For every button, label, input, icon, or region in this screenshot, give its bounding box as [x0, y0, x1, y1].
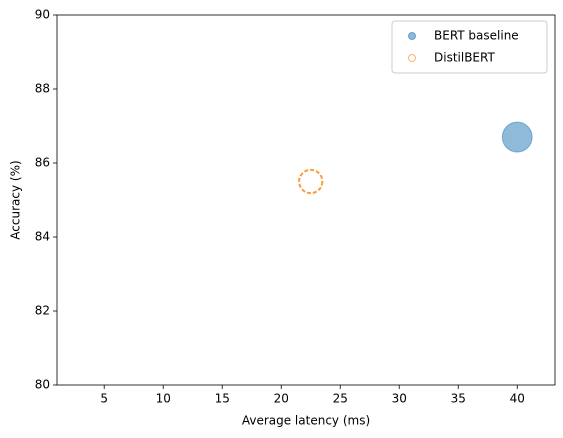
- y-tick-label: 84: [35, 230, 50, 244]
- x-tick-label: 40: [510, 392, 525, 406]
- legend-marker: [408, 54, 416, 62]
- x-tick-label: 10: [156, 392, 171, 406]
- bubble: [298, 168, 324, 195]
- x-tick-label: 15: [215, 392, 230, 406]
- y-tick-label: 88: [35, 82, 50, 96]
- legend-label: DistilBERT: [434, 51, 495, 65]
- legend-label: BERT baseline: [434, 29, 519, 43]
- legend-box: [391, 20, 548, 74]
- x-tick-label: 20: [274, 392, 289, 406]
- y-axis-label: Accuracy (%): [9, 160, 23, 239]
- x-tick-label: 30: [392, 392, 407, 406]
- y-tick-label: 80: [35, 378, 50, 392]
- plot-frame: [56, 14, 556, 386]
- x-tick-label: 5: [100, 392, 108, 406]
- y-tick-label: 86: [35, 156, 50, 170]
- y-tick-label: 90: [35, 8, 50, 22]
- y-tick-label: 82: [35, 304, 50, 318]
- x-tick-label: 25: [333, 392, 348, 406]
- x-tick-label: 35: [451, 392, 466, 406]
- x-axis-label: Average latency (ms): [242, 414, 370, 428]
- bubble: [501, 121, 533, 153]
- legend-marker: [408, 32, 416, 40]
